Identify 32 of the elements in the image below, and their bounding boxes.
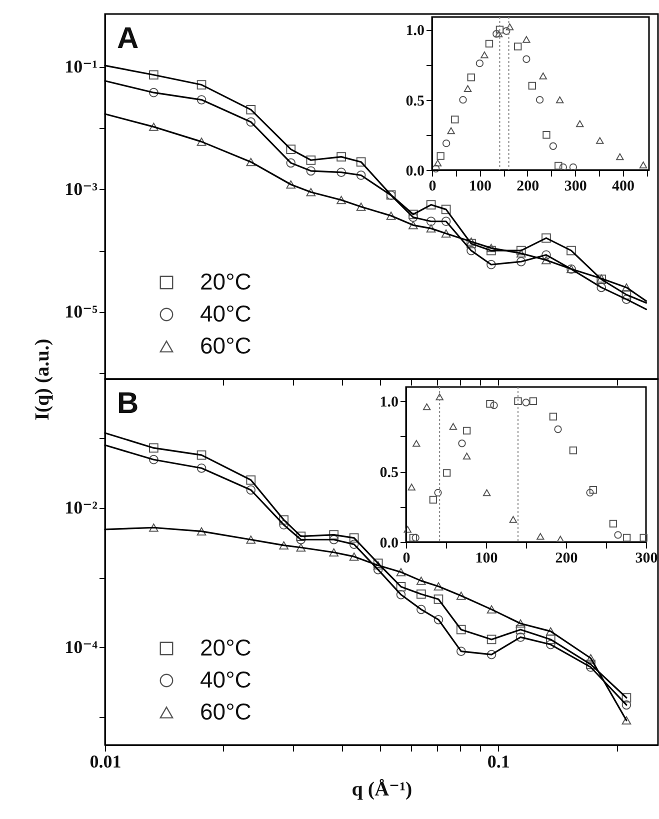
legend-label: 60°C: [200, 698, 252, 724]
x-tick-label: 100: [468, 178, 492, 194]
x-tick-label: 200: [555, 550, 578, 566]
y-tick-label: 0.5: [380, 465, 398, 482]
y-tick-label: 10⁻⁴: [64, 636, 98, 657]
x-tick-label: 300: [635, 550, 658, 566]
y-axis-title: I(q) (a.u.): [32, 338, 54, 420]
x-tick-label: 0: [402, 550, 410, 566]
chart-title: A: [117, 22, 139, 55]
legend-label: 20°C: [200, 634, 252, 660]
x-tick-label: 300: [564, 178, 587, 194]
chart-title: B: [117, 387, 139, 420]
y-tick-label: 10⁻³: [64, 178, 98, 199]
legend-label: 20°C: [200, 268, 252, 294]
y-tick-label: 10⁻²: [64, 497, 98, 518]
legend-label: 40°C: [200, 300, 252, 326]
y-tick-label: 10⁻⁵: [64, 301, 98, 322]
y-tick-label: 0.0: [380, 536, 398, 552]
x-axis-title: q (Å⁻¹): [352, 778, 412, 800]
x-tick-label: 400: [612, 178, 635, 194]
x-tick-label: 0.1: [487, 752, 510, 772]
legend-label: 40°C: [200, 666, 252, 692]
y-tick-label: 0.0: [406, 164, 424, 180]
y-tick-label: 1.0: [406, 23, 424, 40]
y-tick-label: 1.0: [380, 394, 398, 411]
x-tick-label: 0: [428, 178, 436, 194]
x-tick-label: 0.01: [90, 752, 122, 772]
legend-label: 60°C: [200, 332, 252, 358]
y-tick-label: 10⁻¹: [64, 56, 98, 76]
x-tick-label: 200: [516, 178, 540, 194]
x-tick-label: 100: [475, 550, 498, 566]
y-tick-label: 0.5: [406, 93, 424, 110]
